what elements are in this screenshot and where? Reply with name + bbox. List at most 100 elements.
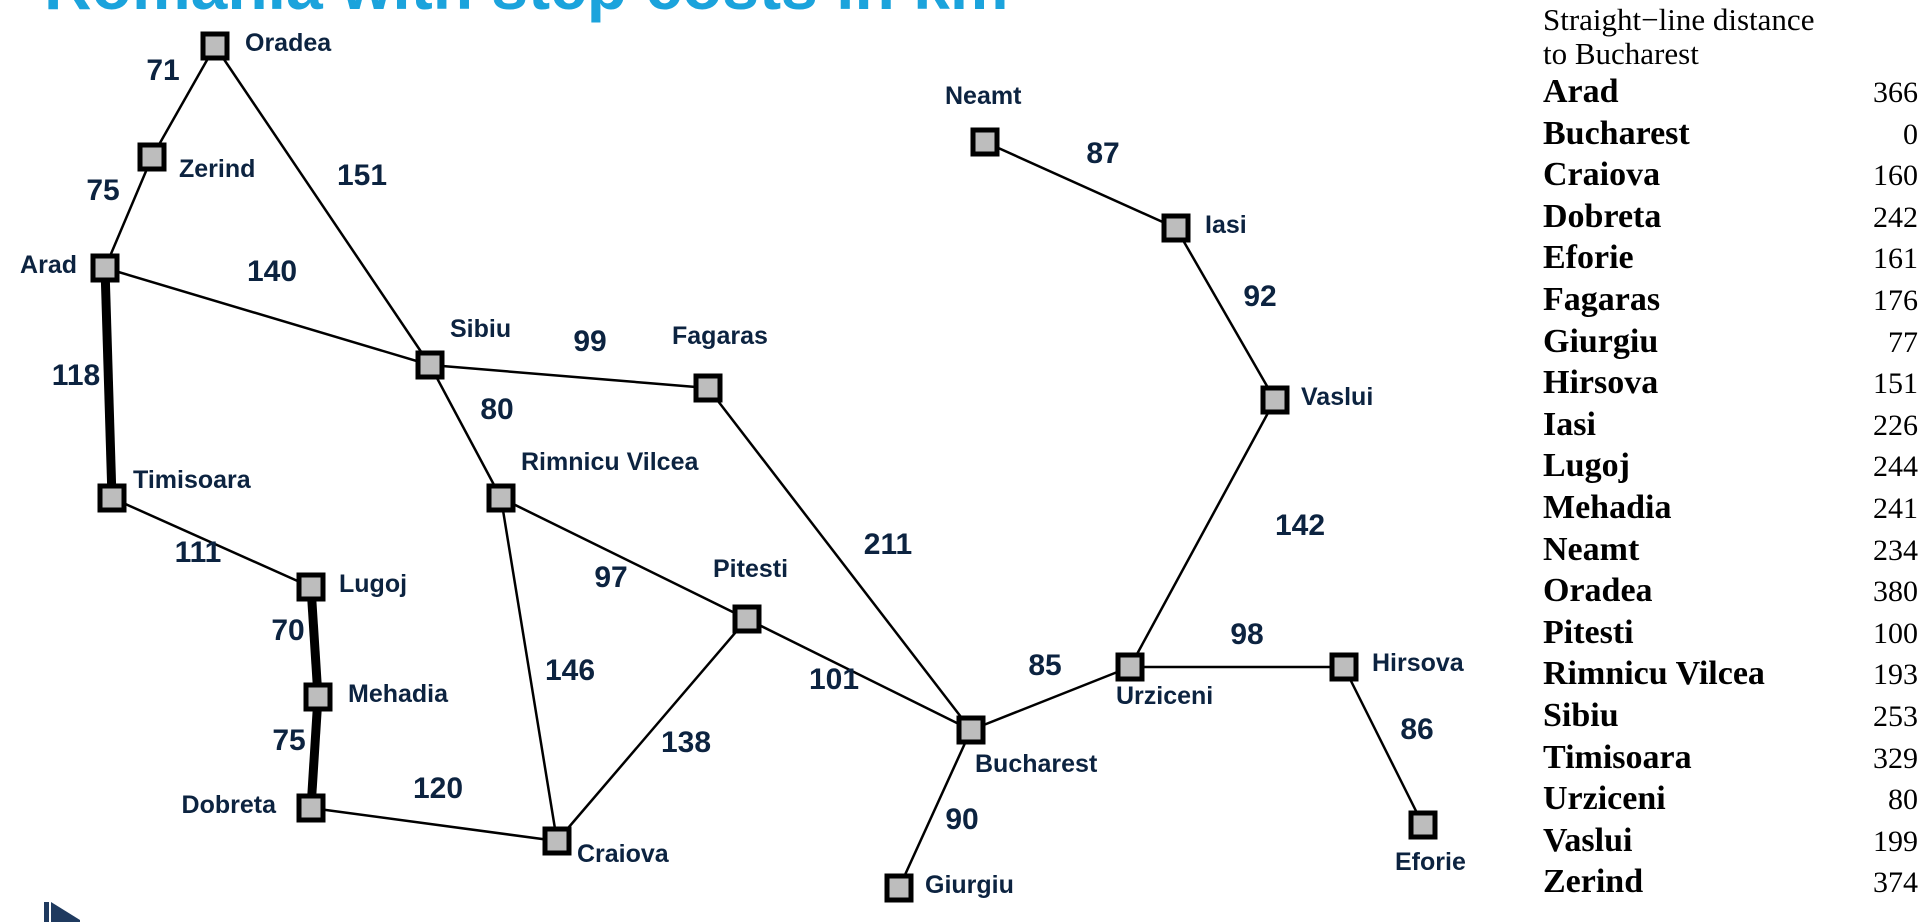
city-label-fagaras: Fagaras [672,322,768,350]
table-row: Timisoara 329 [1543,739,1918,781]
table-row: Oradea 380 [1543,572,1918,614]
road-zerind-arad [103,156,154,269]
table-city-name: Lugoj [1543,447,1630,485]
city-node-sibiu [415,350,445,380]
step-cost-rimnicu-pitesti: 97 [594,561,627,594]
city-label-zerind: Zerind [179,155,255,183]
table-city-name: Bucharest [1543,114,1690,152]
table-row: Bucharest 0 [1543,115,1918,157]
road-bucharest-urziceni [970,665,1131,732]
table-distance-value: 244 [1873,450,1918,484]
table-distance-value: 151 [1873,367,1918,401]
slide-title: Romania with step costs in km [44,0,1009,24]
table-distance-value: 161 [1873,242,1918,276]
city-node-timisoara [97,483,127,513]
table-distance-value: 80 [1888,783,1918,817]
road-lugoj-mehadia [306,586,323,698]
step-cost-hirsova-eforie: 86 [1400,713,1433,746]
step-cost-dobreta-craiova: 120 [413,772,463,805]
step-cost-bucharest-urziceni: 85 [1028,649,1061,682]
city-label-lugoj: Lugoj [339,570,407,598]
city-label-timisoara: Timisoara [133,466,252,494]
city-label-rimnicu: Rimnicu Vilcea [521,448,699,476]
table-row: Fagaras 176 [1543,281,1918,323]
table-city-name: Craiova [1543,156,1661,194]
city-label-pitesti: Pitesti [713,555,788,583]
step-cost-mehadia-dobreta: 75 [272,724,305,757]
road-mehadia-dobreta [306,696,323,809]
road-sibiu-rimnicu [428,364,503,499]
table-city-name: Sibiu [1543,696,1619,734]
bullet-arrow-icon [44,902,80,922]
road-oradea-sibiu [213,45,432,366]
city-node-rimnicu [486,483,516,513]
road-urziceni-vaslui [1128,399,1277,668]
table-row: Zerind 374 [1543,863,1918,905]
table-city-name: Hirsova [1543,364,1659,402]
table-caption-line1: Straight−line distance [1543,2,1815,37]
table-city-name: Mehadia [1543,488,1672,526]
city-label-sibiu: Sibiu [450,315,511,343]
step-cost-fagaras-bucharest: 211 [864,528,912,561]
city-label-iasi: Iasi [1205,211,1247,239]
road-arad-timisoara [100,267,117,499]
table-row: Urziceni 80 [1543,780,1918,822]
road-rimnicu-craiova [499,497,559,842]
table-caption: Straight−line distance to Bucharest [1543,3,1918,71]
table-distance-value: 226 [1873,408,1918,442]
city-node-lugoj [296,572,326,602]
table-city-name: Dobreta [1543,197,1662,235]
table-caption-line2: to Bucharest [1543,36,1699,71]
city-node-iasi [1161,213,1191,243]
road-iasi-neamt [984,140,1177,230]
city-node-giurgiu [884,873,914,903]
city-node-zerind [137,142,167,172]
table-row: Giurgiu 77 [1543,323,1918,365]
table-row: Pitesti 100 [1543,614,1918,656]
road-craiova-pitesti [556,618,748,842]
table-distance-value: 199 [1873,824,1918,858]
table-distance-value: 253 [1873,699,1918,733]
city-label-craiova: Craiova [577,840,670,868]
table-row: Craiova 160 [1543,156,1918,198]
city-label-hirsova: Hirsova [1372,649,1465,677]
step-cost-oradea-sibiu: 151 [337,159,387,192]
table-distance-value: 366 [1873,76,1918,109]
city-label-giurgiu: Giurgiu [925,871,1014,899]
city-label-arad: Arad [20,251,77,279]
city-label-bucharest: Bucharest [975,750,1098,778]
step-cost-timisoara-lugoj: 111 [175,536,222,569]
road-rimnicu-pitesti [500,496,748,621]
table-city-name: Pitesti [1543,613,1634,651]
step-cost-bucharest-giurgiu: 90 [945,803,978,836]
road-dobreta-craiova [310,806,558,843]
road-vaslui-iasi [1174,227,1277,401]
city-node-urziceni [1115,652,1145,682]
step-cost-rimnicu-craiova: 146 [545,654,595,687]
city-labels-layer: Oradea Zerind Arad Timisoara Lugoj Mehadia Dob… [20,29,1466,899]
table-city-name: Timisoara [1543,738,1692,776]
table-city-name: Eforie [1543,239,1634,277]
city-label-vaslui: Vaslui [1301,383,1373,411]
city-node-arad [90,253,120,283]
table-row: Dobreta 242 [1543,198,1918,240]
straight-line-distance-table: Straight−line distance to Bucharest Arad… [1543,3,1918,905]
city-node-bucharest [956,715,986,745]
road-bucharest-giurgiu [897,729,973,889]
table-row: Vaslui 199 [1543,822,1918,864]
table-row: Arad 366 [1543,73,1918,115]
table-distance-value: 374 [1873,866,1918,900]
city-label-dobreta: Dobreta [182,791,278,819]
table-row: Iasi 226 [1543,406,1918,448]
table-distance-value: 234 [1873,533,1918,567]
city-node-pitesti [732,604,762,634]
table-distance-value: 160 [1873,159,1918,193]
road-hirsova-eforie [1342,666,1425,826]
table-distance-value: 193 [1873,658,1918,692]
step-cost-zerind-arad: 75 [86,174,119,207]
table-distance-value: 329 [1873,741,1918,775]
city-label-mehadia: Mehadia [348,680,449,708]
table-row: Hirsova 151 [1543,364,1918,406]
road-fagaras-bucharest [707,387,972,731]
city-node-fagaras [693,373,723,403]
